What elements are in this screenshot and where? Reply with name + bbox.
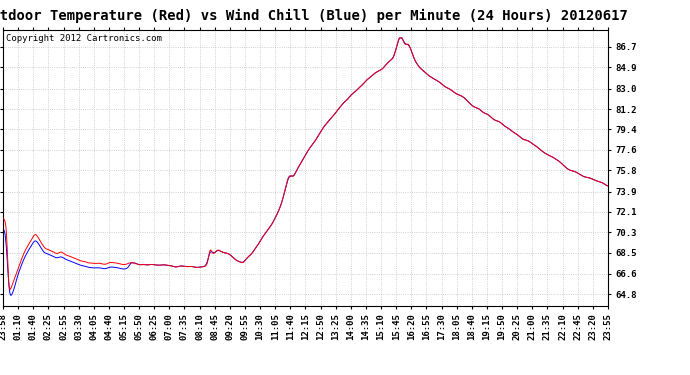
Text: Copyright 2012 Cartronics.com: Copyright 2012 Cartronics.com [6, 34, 162, 43]
Text: Outdoor Temperature (Red) vs Wind Chill (Blue) per Minute (24 Hours) 20120617: Outdoor Temperature (Red) vs Wind Chill … [0, 9, 628, 23]
